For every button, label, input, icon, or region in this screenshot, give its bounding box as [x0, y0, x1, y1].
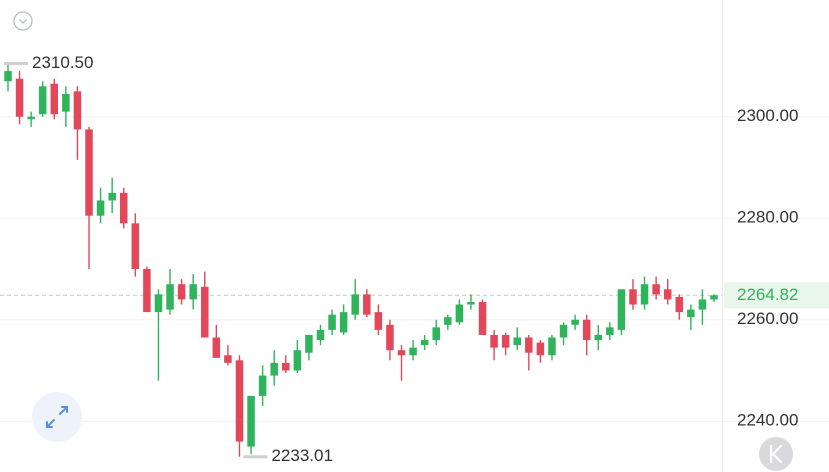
candle-body — [50, 83, 59, 115]
candle-body — [710, 295, 718, 300]
grid-layer — [0, 116, 829, 422]
low-marker-label: 2233.01 — [271, 446, 332, 465]
candle-body — [316, 329, 325, 341]
candle-body — [235, 360, 244, 442]
candle-body — [397, 350, 406, 356]
candle-body — [444, 317, 452, 325]
candle-body — [15, 78, 24, 117]
candle-body — [143, 268, 151, 313]
expand-button[interactable] — [32, 392, 82, 442]
candle-body — [258, 375, 267, 396]
candle-body — [652, 284, 660, 295]
y-tick-label: 2260.00 — [737, 309, 798, 328]
candle-body — [467, 301, 475, 305]
candle-body — [559, 324, 568, 338]
y-tick-label: 2300.00 — [737, 106, 798, 125]
candle-body — [386, 324, 394, 351]
candle-body — [363, 294, 371, 315]
candle-body — [119, 192, 128, 224]
candle-body — [270, 362, 278, 376]
candle-body — [189, 284, 197, 300]
candle-body — [629, 289, 637, 305]
candle-body — [525, 337, 533, 353]
last-price-label: 2264.82 — [737, 285, 798, 304]
candle-body — [27, 116, 35, 120]
candle-body — [62, 93, 70, 112]
k-button[interactable] — [759, 437, 793, 471]
candle-body — [351, 294, 359, 315]
candle-body — [455, 304, 464, 323]
candle-body — [548, 337, 556, 356]
candle-body — [501, 334, 510, 348]
candle-body — [96, 200, 105, 216]
candle-body — [38, 86, 47, 115]
candle-body — [85, 129, 93, 216]
candle-body — [675, 296, 684, 313]
candle-body — [409, 347, 417, 356]
candle-body — [166, 284, 174, 310]
candle-body — [698, 299, 707, 310]
y-tick-label: 2280.00 — [737, 208, 798, 227]
candle-body — [687, 309, 695, 318]
candle-body — [131, 223, 140, 269]
candle-body — [282, 362, 290, 371]
candle-body — [606, 327, 614, 335]
candle-body — [490, 334, 498, 348]
candle-body — [582, 319, 591, 341]
candle-body — [513, 337, 521, 346]
candle-body — [154, 294, 163, 313]
candle-body — [108, 192, 116, 201]
candle-body — [617, 289, 626, 330]
candle-body — [293, 350, 302, 371]
candle-body — [201, 286, 209, 338]
candle-body — [640, 284, 649, 305]
candle-body — [571, 319, 579, 325]
candle-body — [536, 342, 545, 356]
last-price-tag — [724, 282, 829, 309]
candle-body — [4, 71, 12, 82]
candle-body — [339, 312, 348, 333]
candle-body — [212, 337, 221, 358]
candles-layer — [4, 63, 718, 457]
high-marker-label: 2310.50 — [32, 53, 93, 72]
labels-layer: 2240.00 2260.00 2280.00 2300.00 2264.82 2310.… — [4, 53, 829, 465]
candle-body — [663, 289, 672, 300]
candle-body — [478, 301, 487, 335]
collapse-button[interactable] — [13, 11, 33, 31]
candle-body — [305, 334, 313, 353]
candle-body — [374, 312, 383, 330]
candle-body — [73, 91, 82, 130]
candle-body — [594, 334, 603, 341]
candle-body — [247, 395, 255, 447]
candle-body — [224, 355, 232, 363]
candle-body — [177, 284, 186, 300]
y-tick-label: 2240.00 — [737, 411, 798, 430]
candle-body — [432, 327, 440, 341]
candle-body — [420, 340, 429, 346]
candle-body — [328, 314, 336, 330]
